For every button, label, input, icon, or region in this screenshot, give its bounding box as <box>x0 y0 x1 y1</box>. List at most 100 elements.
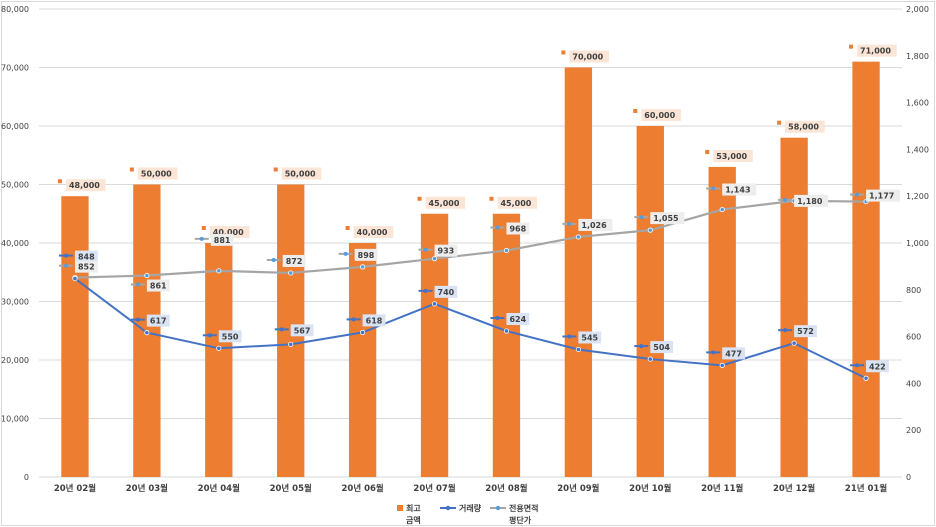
price-label-key-marker <box>639 215 644 220</box>
left-axis-tick-label: 30,000 <box>1 298 29 307</box>
price-label-key-marker <box>271 257 276 262</box>
bar-label-key <box>489 196 494 201</box>
legend-key-bar <box>397 505 403 511</box>
right-axis-tick-label: 1,800 <box>906 52 929 61</box>
bar-label-bg <box>65 179 106 192</box>
volume-point <box>575 346 581 353</box>
left-axis-tick-label: 10,000 <box>1 415 29 424</box>
price-label-bg <box>282 254 306 267</box>
volume-label-key-marker <box>495 315 500 320</box>
price-label-bg <box>578 218 613 231</box>
bar-label-bg <box>281 167 322 180</box>
x-axis-tick-label: 20년 06월 <box>341 483 383 494</box>
price-label-key-marker <box>135 282 140 287</box>
volume-label-key-marker <box>567 334 572 339</box>
price-label-bg <box>146 279 170 292</box>
volume-data-label: 617 <box>150 317 167 326</box>
volume-point <box>216 345 222 351</box>
bar-label-bg <box>137 167 178 180</box>
bar-label-bg <box>785 120 825 133</box>
legend-label: 거래량 <box>459 503 482 513</box>
bar-data-label: 40,000 <box>213 228 244 237</box>
right-axis-tick-label: 600 <box>906 333 921 342</box>
price-data-label: 852 <box>78 263 95 272</box>
right-axis-tick-label: 800 <box>906 286 921 295</box>
price-label-key-marker <box>63 263 68 268</box>
price-label-key-marker <box>343 251 348 256</box>
volume-data-label: 504 <box>653 343 670 352</box>
bar-label-bg <box>497 196 538 209</box>
volume-label-bg <box>218 330 242 343</box>
right-axis-tick-label: 200 <box>906 426 921 435</box>
volume-data-label: 422 <box>869 362 886 371</box>
bar <box>348 243 377 477</box>
left-axis-tick-label: 50,000 <box>1 181 29 190</box>
price-label-key-marker <box>495 225 500 230</box>
price-label-key-marker <box>567 221 572 226</box>
x-axis-tick-label: 20년 09월 <box>557 483 599 494</box>
left-axis-tick-label: 0 <box>24 473 29 482</box>
left-axis-tick-label: 20,000 <box>1 356 29 365</box>
price-data-label: 1,055 <box>653 214 679 223</box>
volume-label-key-marker <box>135 317 140 322</box>
volume-data-label: 624 <box>509 315 526 324</box>
bar-label-bg <box>857 44 897 57</box>
left-axis-tick-label: 40,000 <box>1 239 29 248</box>
price-data-label: 861 <box>150 282 167 291</box>
price-point <box>647 227 653 233</box>
volume-label-key-marker <box>279 327 284 332</box>
bar-label-bg <box>425 196 466 209</box>
x-axis-tick-label: 20년 10월 <box>629 483 671 494</box>
volume-label-key-marker <box>351 317 356 322</box>
legend-label: 전용면적 <box>509 503 538 513</box>
bar-data-label: 50,000 <box>141 170 172 179</box>
volume-point <box>144 330 150 336</box>
legend-key-marker <box>495 505 501 511</box>
price-point <box>503 247 510 254</box>
bar-data-label: 45,000 <box>429 199 460 208</box>
bar <box>636 126 664 477</box>
bar <box>780 137 808 477</box>
price-point <box>216 268 222 274</box>
bar-data-label: 50,000 <box>285 170 316 179</box>
price-line <box>74 199 867 279</box>
volume-point <box>791 340 797 346</box>
volume-label-bg <box>506 312 530 325</box>
volume-data-label: 848 <box>78 253 95 262</box>
legend-label: 평단가 <box>509 515 532 525</box>
price-data-label: 1,143 <box>725 186 750 195</box>
bar <box>61 196 89 477</box>
price-point <box>288 270 294 276</box>
price-point <box>431 256 438 262</box>
price-label-bg <box>650 212 685 225</box>
bar-label-key <box>129 167 134 172</box>
right-axis-tick-label: 2,000 <box>906 5 929 14</box>
volume-label-bg <box>146 314 170 327</box>
legend-key-marker <box>445 505 451 511</box>
bar-label-key <box>705 149 710 154</box>
price-label-bg <box>722 183 757 196</box>
volume-label-key-marker <box>711 350 716 355</box>
left-axis-tick-label: 70,000 <box>1 64 29 73</box>
x-axis-tick-label: 20년 12월 <box>773 483 815 494</box>
bar <box>492 213 521 477</box>
x-axis-tick-label: 21년 01월 <box>845 483 887 494</box>
legend-label: 최고 <box>406 503 421 513</box>
price-data-label: 933 <box>438 247 455 256</box>
bar-label-key <box>561 50 566 55</box>
bar-label-bg <box>353 226 394 238</box>
bar-label-key <box>417 196 422 201</box>
right-axis-tick-label: 0 <box>906 473 911 482</box>
bar-label-bg <box>713 149 753 162</box>
right-axis-tick-label: 1,200 <box>906 192 929 201</box>
volume-label-key-marker <box>207 333 212 338</box>
price-data-label: 1,026 <box>581 221 607 230</box>
volume-point <box>288 341 294 347</box>
volume-data-label: 740 <box>438 288 455 297</box>
price-point <box>719 206 725 213</box>
price-data-label: 881 <box>214 236 231 245</box>
bar <box>564 67 593 477</box>
price-data-label: 872 <box>286 257 303 266</box>
